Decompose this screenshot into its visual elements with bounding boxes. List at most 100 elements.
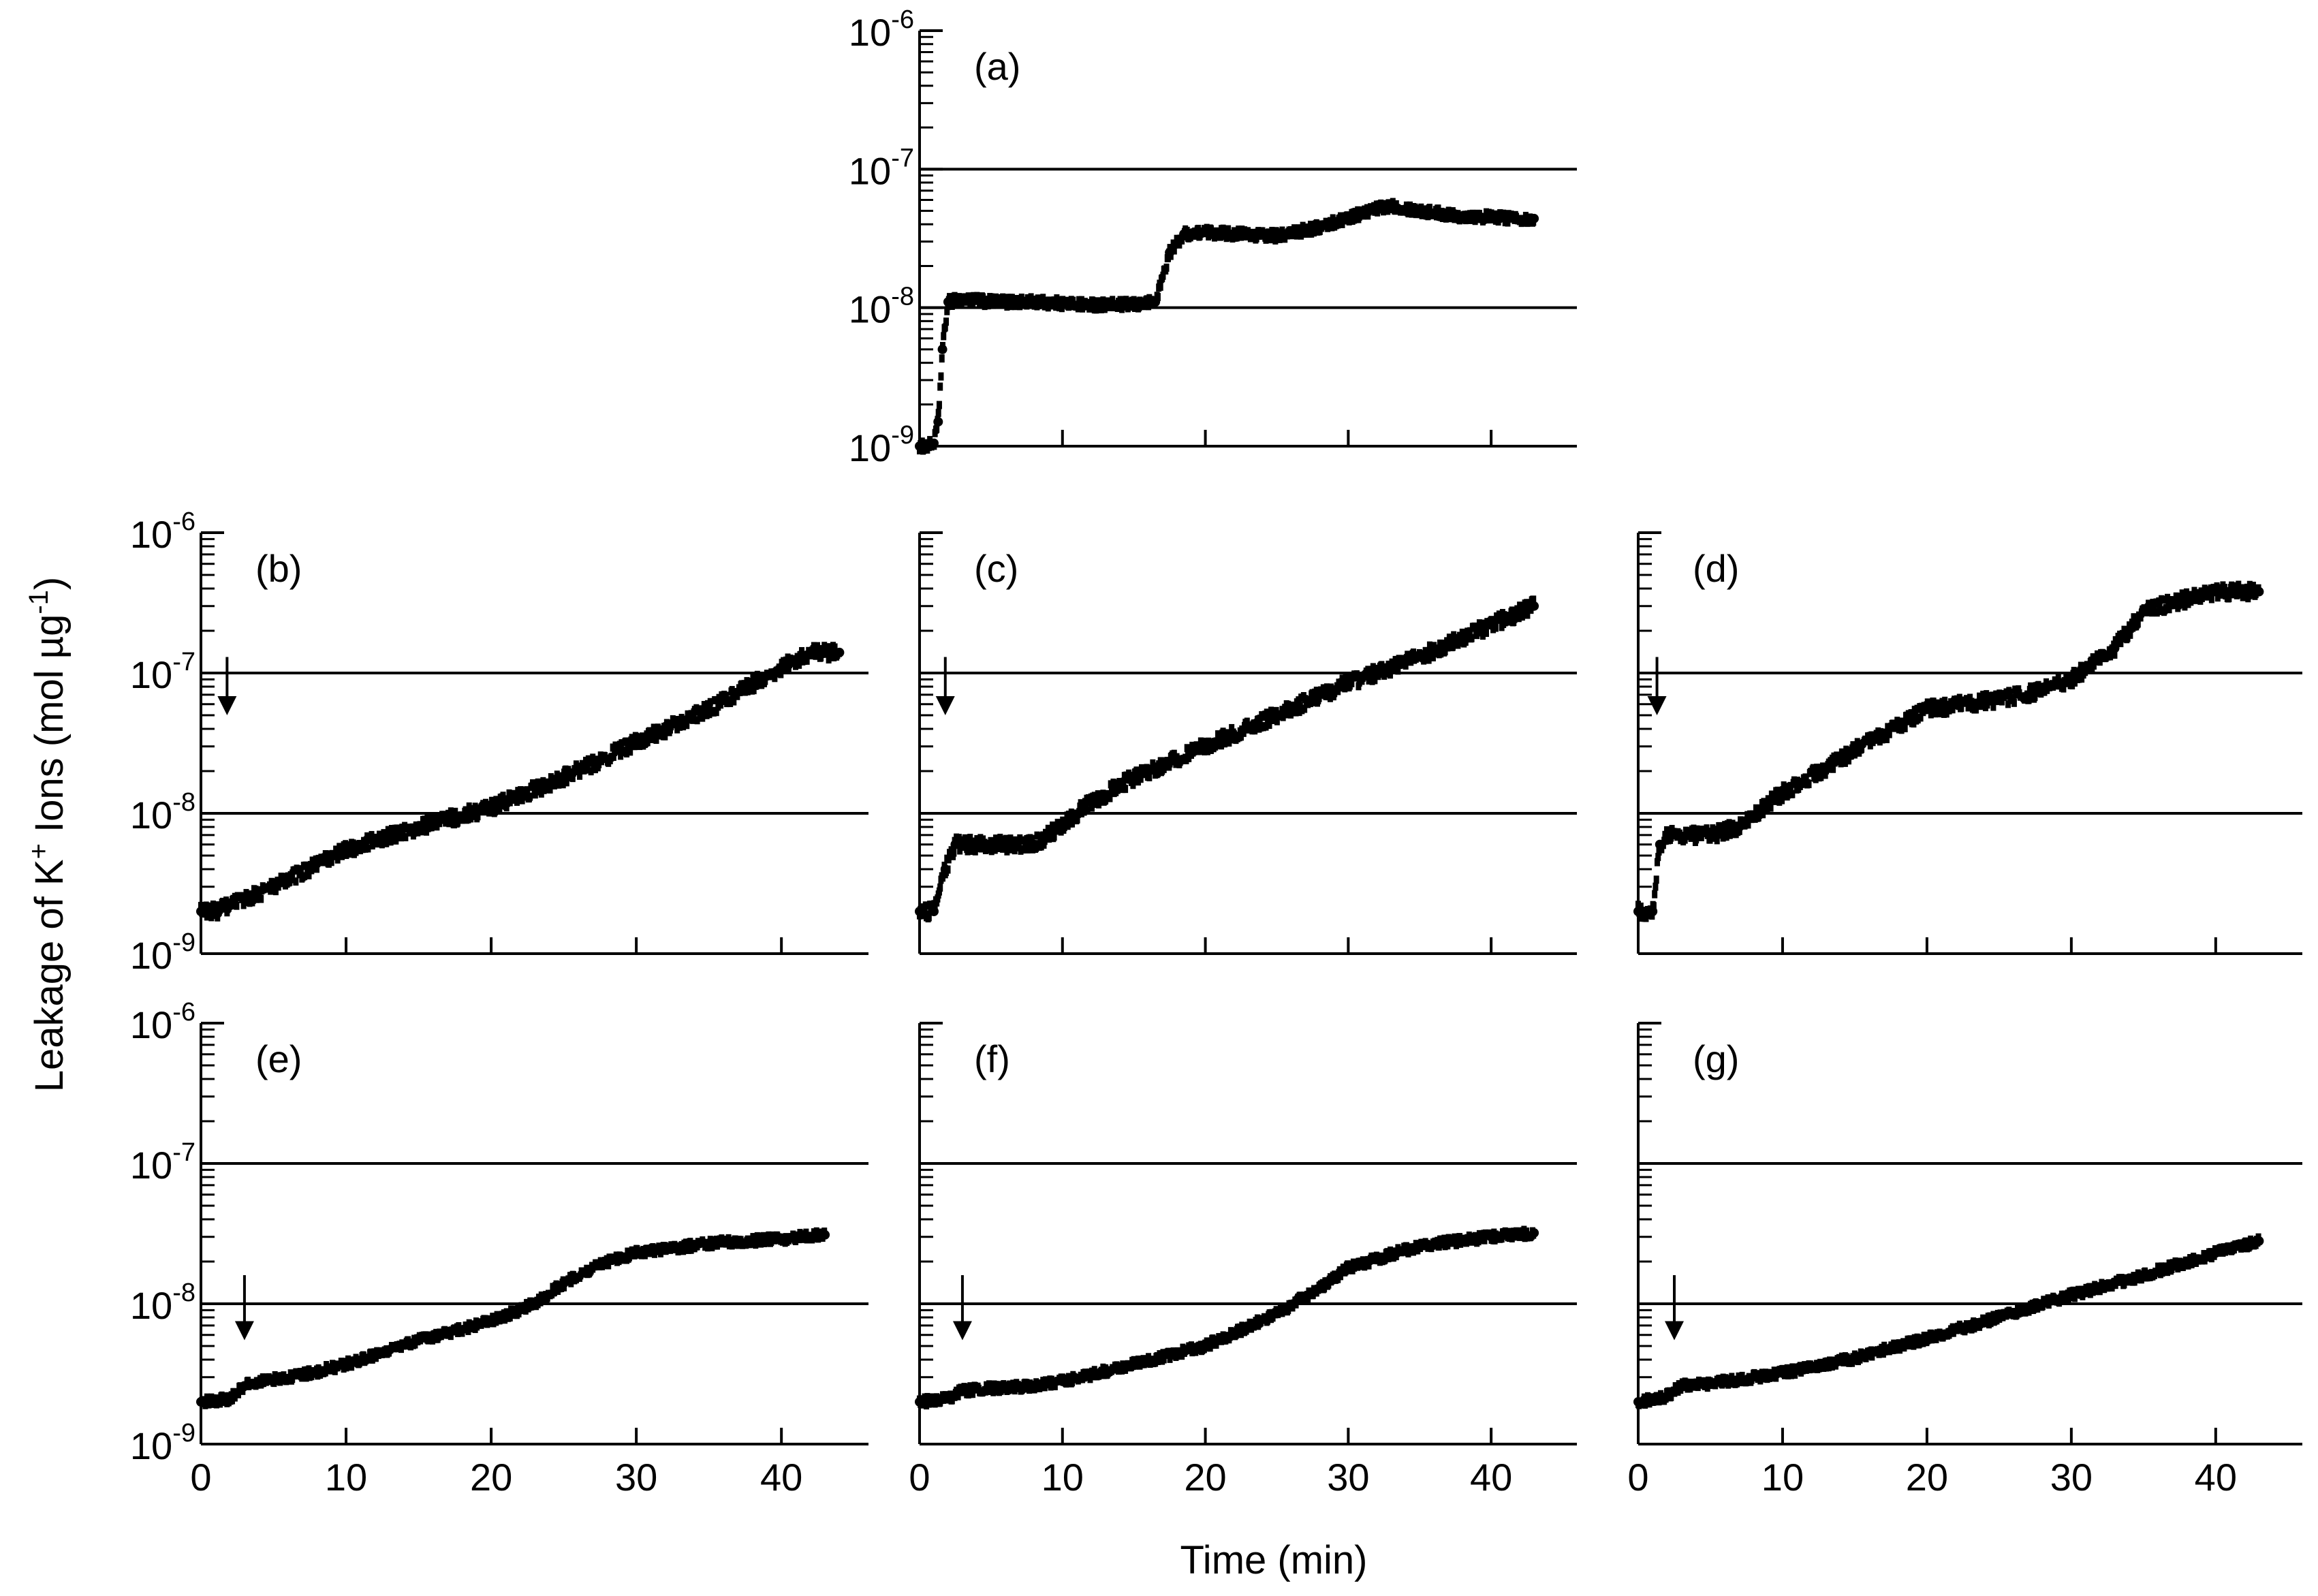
trace-sample [1302, 704, 1308, 713]
data-point [486, 1316, 497, 1326]
trace-sample [2182, 602, 2188, 611]
trace-sample [1220, 1331, 1226, 1340]
trace-sample [731, 697, 737, 706]
trace-sample [688, 1245, 694, 1254]
trace-sample [1266, 714, 1272, 723]
trace-sample [1361, 211, 1367, 220]
trace-sample [503, 803, 510, 812]
trace-sample [1327, 693, 1333, 702]
trace-sample [569, 774, 576, 783]
trace-sample [1285, 1306, 1291, 1315]
trace-sample [1335, 220, 1341, 229]
trace-sample [1244, 717, 1250, 726]
trace-sample [247, 890, 253, 899]
trace-sample [1717, 822, 1723, 831]
trace-sample [1655, 853, 1661, 862]
trace-sample [1307, 221, 1313, 230]
trace-sample [778, 670, 784, 678]
data-point [1029, 297, 1039, 307]
trace-sample [1638, 903, 1644, 911]
trace-sample [1653, 882, 1659, 891]
data-point [210, 906, 221, 916]
trace-sample [1339, 219, 1345, 228]
trace-sample [383, 839, 390, 847]
data-point [943, 297, 953, 307]
trace-sample [271, 1379, 277, 1388]
trace-sample [1886, 730, 1892, 738]
data-point [1922, 704, 1932, 715]
panels: 10-610-710-810-9(a)10-610-710-810-9(b) (c… [130, 5, 2302, 1499]
trace-sample [1501, 209, 1507, 218]
trace-sample [1219, 741, 1225, 750]
y-tick-exponent: -6 [172, 507, 195, 536]
trace-sample [1388, 670, 1394, 679]
trace-sample [1813, 774, 1819, 783]
trace-sample [926, 913, 932, 922]
trace-sample [1822, 770, 1828, 779]
trace-sample [551, 1287, 557, 1296]
trace-sample [1293, 1300, 1299, 1309]
data-point [1343, 678, 1353, 688]
trace-sample [2090, 661, 2097, 670]
trace-sample [1220, 727, 1226, 736]
trace-sample [1229, 723, 1235, 732]
trace-sample [1070, 296, 1076, 305]
trace-sample [1208, 225, 1214, 234]
trace-sample [1859, 745, 1865, 753]
trace-sample [1456, 1233, 1462, 1242]
data-point [1777, 787, 1787, 798]
y-tick-exponent: -6 [172, 998, 195, 1027]
trace-sample [2223, 587, 2229, 596]
trace-sample [785, 665, 792, 674]
trace-sample [1785, 1371, 1791, 1380]
trace-sample [944, 307, 950, 315]
trace-sample [1226, 738, 1232, 747]
trace-sample [214, 901, 220, 910]
trace-sample [588, 767, 594, 776]
panel-c: (c) [915, 531, 1577, 955]
trace-sample [1283, 710, 1289, 719]
trace-sample [430, 1336, 436, 1345]
y-tick-base: 10 [130, 1284, 172, 1327]
y-tick-base: 10 [130, 794, 172, 836]
trace-sample [1977, 702, 1984, 710]
data-point [341, 1359, 351, 1369]
trace-sample [1370, 663, 1376, 672]
trace-sample [577, 771, 583, 780]
trace-sample [627, 747, 633, 756]
trace-sample [2232, 582, 2238, 591]
event-arrow [935, 657, 955, 716]
trace-sample [1745, 820, 1751, 829]
y-tick-label: 10-9 [130, 928, 195, 977]
y-tick-base: 10 [849, 11, 891, 54]
trace-sample [1382, 1255, 1388, 1264]
trace-sample [2055, 674, 2061, 683]
data-trace [196, 1227, 830, 1409]
data-point [933, 417, 943, 427]
data-trace [915, 595, 1539, 923]
trace-sample [1704, 824, 1710, 833]
trace-sample [387, 832, 393, 841]
trace-sample [1009, 294, 1015, 302]
data-point [1343, 1263, 1353, 1273]
data-point [940, 864, 950, 874]
trace-sample [449, 812, 455, 821]
trace-sample [762, 676, 768, 685]
data-point [2210, 586, 2221, 597]
trace-sample [1041, 836, 1048, 845]
trace-sample [1264, 708, 1270, 717]
trace-sample [610, 753, 616, 762]
trace-sample [1110, 296, 1116, 304]
trace-sample [1682, 835, 1688, 844]
trace-sample [751, 686, 757, 695]
trace-sample [223, 896, 230, 905]
data-point [1386, 200, 1396, 210]
trace-sample [649, 734, 655, 743]
trace-sample [2176, 600, 2182, 609]
trace-sample [488, 796, 495, 805]
trace-sample [328, 1366, 334, 1375]
trace-sample [1806, 780, 1812, 789]
data-point [834, 647, 845, 657]
data-point [1315, 222, 1325, 232]
